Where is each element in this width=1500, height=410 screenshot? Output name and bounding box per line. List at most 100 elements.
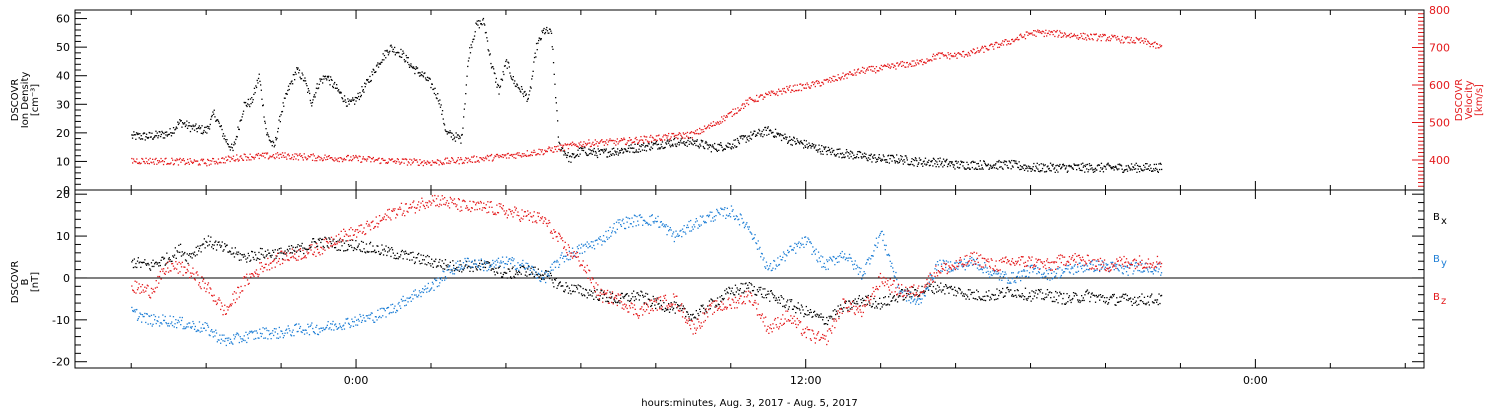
data-point [655,139,657,141]
data-point [711,125,713,127]
data-point [690,230,693,232]
data-point [847,73,849,75]
data-point [403,162,405,164]
data-point [512,79,514,81]
data-point [327,155,329,158]
data-point [309,92,311,95]
data-point [1151,42,1154,45]
data-point [773,92,776,94]
data-point [734,284,737,286]
data-point [848,71,851,73]
data-point [721,298,724,300]
data-point [606,139,608,141]
data-point [1109,296,1111,299]
data-point [687,226,689,229]
data-point [604,140,606,143]
data-point [936,161,938,163]
data-point [1156,43,1158,45]
data-point [138,161,140,164]
data-point [490,153,493,156]
data-point [673,301,675,303]
data-point [341,98,344,100]
data-point [479,157,481,159]
data-point [661,309,663,311]
data-point [224,139,227,141]
data-point [607,151,609,154]
data-point [287,325,289,327]
data-point [1003,40,1005,43]
data-point [522,265,524,268]
data-point [362,89,364,91]
data-point [417,164,419,166]
data-point [174,129,176,131]
data-point [967,163,969,166]
data-point [161,130,163,133]
data-point [161,323,163,325]
data-point [382,249,384,251]
data-point [996,288,998,290]
data-point [541,274,544,276]
data-point [665,224,667,226]
data-point [903,298,905,301]
data-point [205,240,207,243]
data-point [1092,169,1094,171]
data-point [1099,36,1101,38]
data-point [740,135,743,137]
data-point [676,307,678,309]
data-point [313,96,315,98]
data-point [347,244,350,246]
data-point [316,157,319,159]
data-point [623,151,625,153]
data-point [892,297,894,299]
data-point [391,158,394,160]
data-point [206,132,208,134]
data-point [764,126,766,129]
data-point [286,93,288,95]
data-point [140,162,142,164]
data-point [216,119,218,121]
data-point [330,241,332,243]
data-point [448,132,450,134]
data-point [1073,295,1075,297]
data-point [464,159,466,162]
data-point [544,33,546,35]
data-point [995,298,997,300]
data-point [311,105,313,107]
data-point [303,247,306,249]
data-point [249,153,251,155]
data-point [828,315,830,318]
data-point [446,133,448,135]
data-point [1057,171,1059,173]
data-point [877,158,879,160]
data-point [419,263,421,265]
data-point [158,160,160,162]
data-point [450,132,452,134]
data-point [923,291,925,293]
data-point [692,144,694,146]
data-point [918,63,920,65]
data-point [488,262,491,264]
data-point [667,139,669,141]
data-point [270,141,272,143]
data-point [1155,167,1157,169]
data-point [568,155,571,158]
data-point [1112,35,1114,38]
data-point [242,110,245,112]
data-point [971,50,973,53]
data-point [782,134,784,137]
data-point [747,99,749,101]
data-point [958,53,961,55]
data-point [552,151,554,153]
data-point [593,248,596,250]
data-point [860,70,862,72]
data-point [1004,39,1006,41]
data-point [659,147,662,149]
data-point [454,136,456,138]
data-point [424,72,426,74]
data-point [288,328,290,330]
data-point [841,152,844,154]
data-point [897,296,900,298]
data-point [985,291,987,293]
data-point [607,300,610,303]
data-point [404,253,406,255]
